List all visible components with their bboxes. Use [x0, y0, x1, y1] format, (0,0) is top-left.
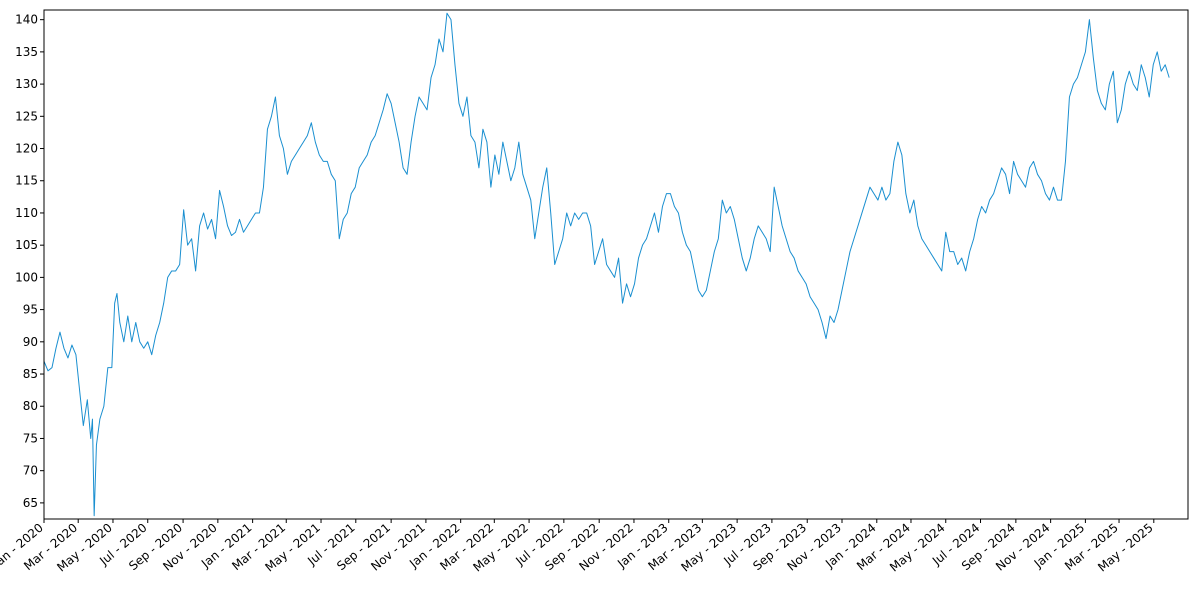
y-tick-label: 120: [15, 142, 38, 156]
y-tick-label: 110: [15, 206, 38, 220]
y-tick-label: 125: [15, 109, 38, 123]
y-tick-label: 135: [15, 45, 38, 59]
y-tick-label: 100: [15, 270, 38, 284]
y-tick-label: 85: [23, 367, 38, 381]
y-tick-label: 95: [23, 303, 38, 317]
y-tick-label: 65: [23, 496, 38, 510]
series-line: [43, 12, 1170, 517]
y-tick-label: 140: [15, 13, 38, 27]
y-tick-label: 75: [23, 431, 38, 445]
y-tick-label: 70: [23, 464, 38, 478]
y-tick-label: 130: [15, 77, 38, 91]
y-tick-label: 90: [23, 335, 38, 349]
plot-frame: [43, 9, 1189, 520]
y-axis-ticks: 65 70 75 80 85 90 95 100 105 110 115 120 125 130 135 14…: [15, 13, 44, 510]
y-tick-label: 80: [23, 399, 38, 413]
y-tick-label: 105: [15, 238, 38, 252]
y-tick-label: 115: [15, 174, 38, 188]
series-layer: [43, 12, 1170, 517]
